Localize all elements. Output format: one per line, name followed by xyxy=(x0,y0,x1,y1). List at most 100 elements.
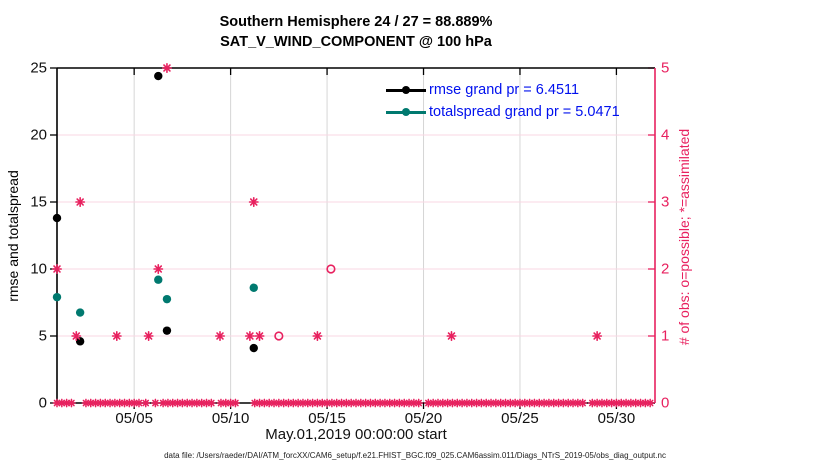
zero-obs-marker xyxy=(126,399,133,407)
rmse-marker xyxy=(75,337,85,346)
zero-obs-marker xyxy=(396,399,403,407)
zero-obs-marker xyxy=(58,399,66,407)
assimilated-count-marker xyxy=(113,332,121,340)
zero-obs-marker xyxy=(608,399,615,407)
zero-obs-marker xyxy=(371,399,379,407)
legend-label-totalspread: totalspread grand pr = 5.0471 xyxy=(429,104,620,120)
zero-obs-marker xyxy=(106,399,114,407)
zero-obs-marker xyxy=(367,399,374,407)
zero-obs-marker xyxy=(227,399,234,407)
assimilated-count-marker xyxy=(72,332,81,340)
legend-item-totalspread: totalspread grand pr = 5.0471 xyxy=(386,101,620,123)
zero-obs-marker xyxy=(265,399,273,407)
zero-obs-marker xyxy=(314,399,321,407)
zero-obs-marker xyxy=(516,399,524,407)
zero-obs-marker xyxy=(473,399,480,407)
zero-obs-marker xyxy=(598,399,606,407)
zero-obs-marker xyxy=(294,399,302,407)
assimilated-count-marker xyxy=(249,198,258,206)
zero-obs-marker xyxy=(290,399,297,407)
totalspread-line-marker-icon xyxy=(386,107,426,117)
zero-obs-marker xyxy=(463,399,471,407)
zero-obs-marker xyxy=(550,399,558,407)
rmse-marker xyxy=(154,71,163,81)
zero-obs-marker xyxy=(338,399,345,407)
x-tick-label: 05/25 xyxy=(501,410,539,427)
zero-obs-marker xyxy=(169,399,177,407)
zero-obs-marker xyxy=(502,399,509,407)
chart-title-block: Southern Hemisphere 24 / 27 = 88.889% SA… xyxy=(57,12,655,52)
zero-obs-marker xyxy=(121,399,128,407)
zero-obs-marker xyxy=(613,399,620,407)
y-right-tick-label: 0 xyxy=(661,394,670,412)
zero-obs-marker xyxy=(589,399,596,407)
zero-obs-marker xyxy=(68,399,75,407)
x-axis-title: May.01,2019 00:00:00 start xyxy=(265,426,447,443)
zero-obs-marker xyxy=(458,399,466,407)
legend-item-rmse: rmse grand pr = 6.4511 xyxy=(386,79,620,101)
y-left-tick-label: 25 xyxy=(30,59,47,77)
zero-obs-marker xyxy=(415,399,422,407)
zero-obs-marker xyxy=(159,399,167,407)
zero-obs-marker xyxy=(564,399,572,407)
zero-obs-marker xyxy=(410,399,418,407)
totalspread-marker xyxy=(75,308,85,317)
left-axis-title: rmse and totalspread xyxy=(5,170,21,302)
zero-obs-marker xyxy=(622,399,630,407)
zero-obs-marker xyxy=(130,399,138,407)
zero-obs-marker xyxy=(391,399,398,407)
chart-title: Southern Hemisphere 24 / 27 = 88.889% xyxy=(219,14,493,30)
legend-label-rmse: rmse grand pr = 6.4511 xyxy=(429,82,580,98)
zero-obs-marker xyxy=(198,399,205,407)
zero-obs-marker xyxy=(343,399,350,407)
plot-canvas xyxy=(50,63,656,409)
zero-obs-marker xyxy=(208,399,215,407)
x-tick-label: 05/30 xyxy=(597,410,636,427)
assimilated-count-marker xyxy=(76,198,84,206)
zero-obs-marker xyxy=(478,399,485,407)
possible-count-marker xyxy=(326,264,336,274)
zero-obs-marker xyxy=(261,399,268,407)
zero-obs-marker xyxy=(521,399,529,407)
zero-obs-marker xyxy=(526,399,533,407)
zero-obs-marker xyxy=(152,399,159,407)
zero-obs-marker xyxy=(429,399,437,407)
assimilated-count-marker xyxy=(255,332,264,340)
zero-obs-marker xyxy=(275,399,283,407)
zero-obs-marker xyxy=(270,399,278,407)
zero-obs-marker xyxy=(347,399,355,407)
legend: rmse grand pr = 6.4511 totalspread grand… xyxy=(386,79,620,123)
y-right-tick-label: 1 xyxy=(661,327,670,345)
zero-obs-marker xyxy=(328,399,336,407)
zero-obs-marker xyxy=(540,399,548,407)
y-left-tick-label: 20 xyxy=(30,126,47,144)
assimilated-count-marker xyxy=(313,332,322,340)
zero-obs-marker xyxy=(304,399,312,407)
zero-obs-marker xyxy=(444,399,451,407)
zero-obs-marker xyxy=(579,399,586,407)
plot-area: 0 5 10 15 20 25 0 1 2 3 4 5 05/05 05/10 05/15 05/20 05/2… xyxy=(30,60,669,428)
zero-obs-marker xyxy=(323,399,331,407)
zero-obs-marker xyxy=(193,399,201,407)
y-right-tick-label: 5 xyxy=(661,59,670,77)
zero-obs-marker xyxy=(164,399,172,407)
y-left-tick-label: 5 xyxy=(38,327,47,345)
zero-obs-marker xyxy=(222,399,230,407)
totalspread-marker xyxy=(249,283,258,292)
y-right-tick-label: 4 xyxy=(661,126,670,144)
x-tick-label: 05/20 xyxy=(404,410,443,427)
zero-obs-marker xyxy=(116,399,123,407)
zero-obs-marker xyxy=(111,399,119,407)
zero-obs-marker xyxy=(251,399,259,407)
zero-obs-marker xyxy=(453,399,461,407)
zero-obs-marker xyxy=(603,399,611,407)
zero-obs-marker xyxy=(280,399,287,407)
zero-obs-marker xyxy=(574,399,582,407)
zero-obs-marker xyxy=(188,399,196,407)
zero-obs-marker xyxy=(507,399,514,407)
right-axis-title: # of obs: o=possible; *=assimilated xyxy=(676,128,692,346)
assimilated-count-marker xyxy=(246,332,254,340)
zero-obs-marker xyxy=(318,399,326,407)
assimilated-count-marker xyxy=(144,332,153,340)
zero-obs-marker xyxy=(555,399,562,407)
